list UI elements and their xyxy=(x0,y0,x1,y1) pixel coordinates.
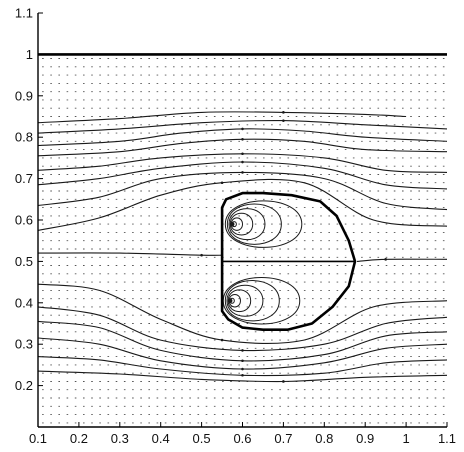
streamline xyxy=(37,178,448,231)
streamline-marker xyxy=(241,359,244,363)
vortex-loop xyxy=(227,289,252,313)
y-tick-label: 1 xyxy=(26,47,33,62)
streamline-marker xyxy=(282,111,285,114)
vortex-loop xyxy=(228,208,266,240)
x-tick-label: 0.7 xyxy=(274,431,292,446)
y-tick-label: 0.3 xyxy=(15,337,33,352)
x-tick-label: 0.3 xyxy=(111,431,129,446)
x-tick-label: 0.8 xyxy=(315,431,333,446)
y-tick-label: 0.9 xyxy=(15,88,33,103)
streamline-marker xyxy=(384,258,387,261)
streamline-marker xyxy=(241,137,244,141)
vortex-center xyxy=(228,298,233,303)
streamline xyxy=(37,119,448,134)
streamline-marker xyxy=(282,119,285,122)
vortex-loop xyxy=(226,203,282,245)
vortex-loop xyxy=(229,212,254,236)
streamline-marker xyxy=(200,253,203,257)
x-tick-label: 1 xyxy=(402,431,409,446)
y-tick-label: 1.1 xyxy=(15,6,33,21)
body-outline-layer xyxy=(220,191,357,332)
streamline-marker xyxy=(282,380,285,383)
y-tick-label: 0.8 xyxy=(15,130,33,145)
vortex-loop xyxy=(228,294,241,308)
vortex-loop xyxy=(224,200,303,248)
vortex-loop xyxy=(222,276,301,325)
y-tick-label: 0.7 xyxy=(15,171,33,186)
streamline-marker xyxy=(241,152,244,156)
x-tick-label: 0.9 xyxy=(356,431,374,446)
vortex-loop xyxy=(224,280,280,322)
vortex-center xyxy=(230,221,235,227)
vortex-loop xyxy=(230,217,244,231)
streamline xyxy=(37,111,407,124)
y-tick-label: 0.4 xyxy=(15,295,33,310)
x-tick-label: 0.1 xyxy=(29,431,47,446)
x-tick-label: 0.2 xyxy=(70,431,88,446)
streamline-marker xyxy=(241,160,244,164)
y-tick-label: 0.5 xyxy=(15,254,33,269)
x-tick-label: 0.4 xyxy=(152,431,170,446)
streamline-marker xyxy=(220,338,224,342)
streamline-marker xyxy=(220,181,224,185)
x-tick-label: 0.5 xyxy=(193,431,211,446)
streamline-marker xyxy=(241,373,244,377)
streamline-marker xyxy=(241,367,244,371)
streamline xyxy=(37,252,223,256)
vortex-loop xyxy=(226,284,264,317)
streamlines xyxy=(37,111,448,383)
streamline-marker xyxy=(241,127,244,131)
streamline-marker xyxy=(241,171,244,174)
x-tick-label: 0.6 xyxy=(233,431,251,446)
x-tick-label: 1.1 xyxy=(438,431,456,446)
vortex-loops xyxy=(222,200,303,325)
streamline-marker xyxy=(241,349,244,352)
axes: 0.1 0.2 0.3 0.4 0.5 0.6 0.7 0.8 0.9 1 1.1 0.2 0.3 0.4… xyxy=(15,6,456,447)
body-outline xyxy=(220,191,357,332)
y-tick-label: 0.2 xyxy=(15,378,33,393)
streamline xyxy=(37,370,448,383)
y-tick-label: 0.6 xyxy=(15,213,33,228)
